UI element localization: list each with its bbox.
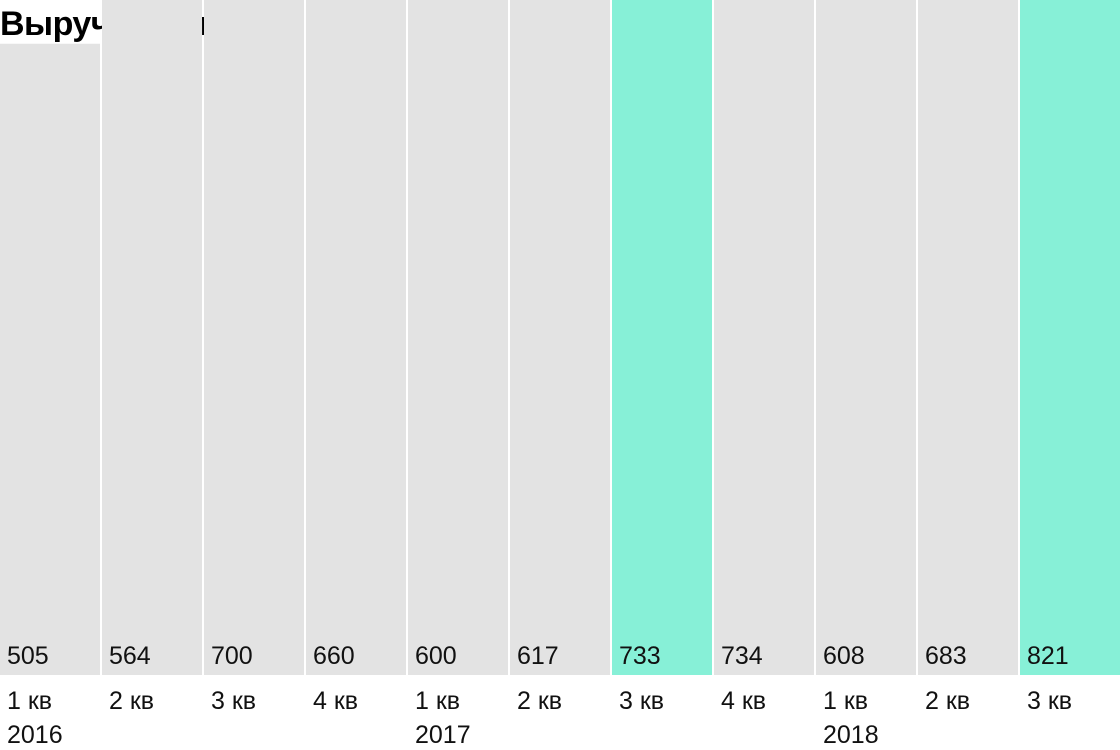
year-label-2018: 2018 xyxy=(823,721,879,749)
bar-8 xyxy=(714,0,814,675)
quarter-label-10: 2 кв xyxy=(925,687,970,715)
bar-1 xyxy=(0,43,100,675)
bar-2 xyxy=(102,0,202,675)
quarter-label-1: 1 кв xyxy=(7,687,52,715)
value-label-7: 733 xyxy=(619,642,661,670)
bar-10 xyxy=(918,0,1018,675)
value-label-10: 683 xyxy=(925,642,967,670)
quarter-label-5: 1 кв xyxy=(415,687,460,715)
value-label-5: 600 xyxy=(415,642,457,670)
bar-9 xyxy=(816,0,916,675)
year-label-2017: 2017 xyxy=(415,721,471,749)
quarter-label-4: 4 кв xyxy=(313,687,358,715)
quarter-label-7: 3 кв xyxy=(619,687,664,715)
bar-6 xyxy=(510,0,610,675)
value-label-2: 564 xyxy=(109,642,151,670)
value-label-1: 505 xyxy=(7,642,49,670)
bar-4 xyxy=(306,0,406,675)
year-label-2016: 2016 xyxy=(7,721,63,749)
value-label-6: 617 xyxy=(517,642,559,670)
bar-11 xyxy=(1020,0,1120,675)
quarter-label-9: 1 кв xyxy=(823,687,868,715)
quarter-label-11: 3 кв xyxy=(1027,687,1072,715)
quarter-label-3: 3 кв xyxy=(211,687,256,715)
value-label-8: 734 xyxy=(721,642,763,670)
bar-3 xyxy=(204,0,304,675)
bar-5 xyxy=(408,0,508,675)
quarter-label-6: 2 кв xyxy=(517,687,562,715)
quarter-label-8: 4 кв xyxy=(721,687,766,715)
quarter-label-2: 2 кв xyxy=(109,687,154,715)
value-label-11: 821 xyxy=(1027,642,1069,670)
value-label-4: 660 xyxy=(313,642,355,670)
bar-7 xyxy=(612,0,712,675)
value-label-9: 608 xyxy=(823,642,865,670)
value-label-3: 700 xyxy=(211,642,253,670)
